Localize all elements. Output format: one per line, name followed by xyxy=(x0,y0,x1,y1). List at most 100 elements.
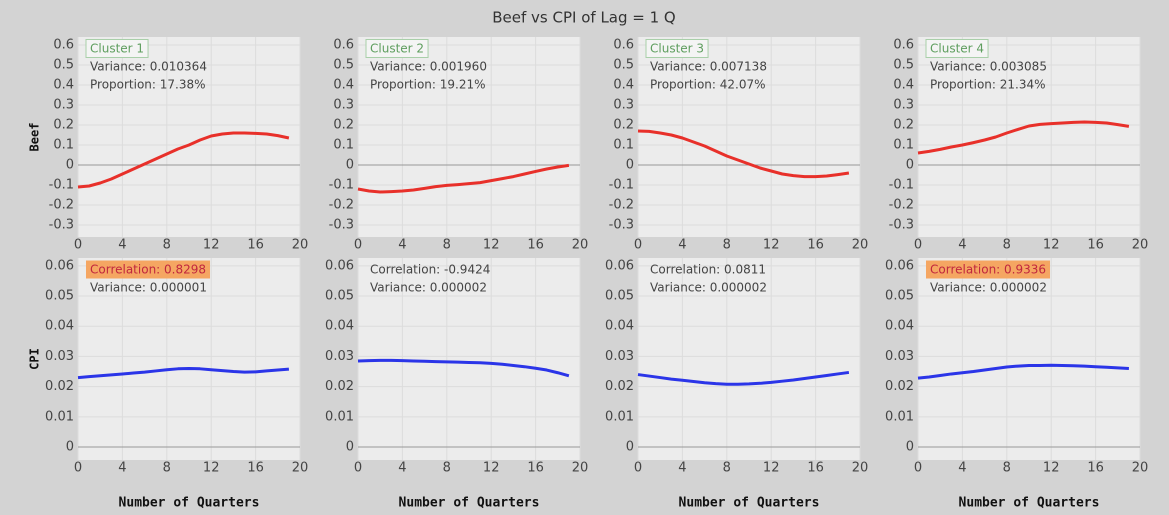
y-tick-label: 0.02 xyxy=(605,379,634,394)
plot-area xyxy=(638,258,860,460)
x-tick-label: 0 xyxy=(914,238,922,253)
x-tick-label: 4 xyxy=(958,238,966,253)
y-tick-label: 0.6 xyxy=(893,38,914,53)
cluster-label-box xyxy=(85,39,149,58)
cluster-label-box xyxy=(365,39,429,58)
y-tick-label: 0.6 xyxy=(53,38,74,53)
y-tick-label: 0.3 xyxy=(893,98,914,113)
plot-area xyxy=(918,258,1140,460)
annotation: Proportion: 17.38% xyxy=(90,78,206,92)
x-tick-label: 8 xyxy=(1003,238,1011,253)
y-tick-label: -0.3 xyxy=(889,218,914,233)
y-tick-label: 0.3 xyxy=(613,98,634,113)
y-tick-label: 0.06 xyxy=(45,258,74,273)
y-tick-label: 0.03 xyxy=(45,349,74,364)
y-tick-label: 0.02 xyxy=(325,379,354,394)
annotation: Cluster 2 xyxy=(370,42,424,56)
highlight-box xyxy=(86,260,211,279)
y-tick-label: -0.2 xyxy=(49,198,74,213)
x-tick-label: 12 xyxy=(763,461,780,476)
y-tick-label: 0.02 xyxy=(885,379,914,394)
y-tick-label: 0 xyxy=(346,158,354,173)
y-tick-label: 0.02 xyxy=(45,379,74,394)
y-axis-label: CPI xyxy=(28,348,42,370)
x-tick-label: 20 xyxy=(572,238,589,253)
x-tick-label: 8 xyxy=(1003,461,1011,476)
x-tick-label: 16 xyxy=(807,238,824,253)
y-tick-label: 0.04 xyxy=(325,319,354,334)
y-tick-label: 0.06 xyxy=(885,258,914,273)
x-tick-label: 16 xyxy=(527,461,544,476)
y-tick-label: 0 xyxy=(906,158,914,173)
y-tick-label: 0.01 xyxy=(605,409,634,424)
y-tick-label: 0.04 xyxy=(605,319,634,334)
x-axis-label: Number of Quarters xyxy=(399,496,540,511)
y-tick-label: -0.2 xyxy=(609,198,634,213)
x-tick-label: 8 xyxy=(443,461,451,476)
x-tick-label: 0 xyxy=(634,238,642,253)
y-tick-label: 0.1 xyxy=(893,138,914,153)
annotation: Variance: 0.003085 xyxy=(930,60,1047,74)
x-tick-label: 16 xyxy=(1087,238,1104,253)
y-tick-label: -0.3 xyxy=(329,218,354,233)
annotation: Cluster 4 xyxy=(930,42,984,56)
annotation: Variance: 0.000001 xyxy=(90,281,207,295)
highlight-box xyxy=(926,260,1051,279)
y-tick-label: -0.1 xyxy=(889,178,914,193)
y-tick-label: 0.01 xyxy=(885,409,914,424)
y-tick-label: 0.3 xyxy=(333,98,354,113)
y-tick-label: -0.1 xyxy=(609,178,634,193)
y-tick-label: 0.5 xyxy=(333,58,354,73)
x-tick-label: 8 xyxy=(723,461,731,476)
x-axis-label: Number of Quarters xyxy=(119,496,260,511)
y-tick-label: 0.2 xyxy=(53,118,74,133)
x-tick-label: 0 xyxy=(914,461,922,476)
y-tick-label: 0.06 xyxy=(325,258,354,273)
annotation: Correlation: 0.8298 xyxy=(90,263,206,277)
x-tick-label: 20 xyxy=(1132,238,1149,253)
annotation: Correlation: 0.9336 xyxy=(930,263,1046,277)
y-tick-label: 0.04 xyxy=(885,319,914,334)
x-tick-label: 16 xyxy=(527,238,544,253)
x-tick-label: 12 xyxy=(483,238,500,253)
annotation: Correlation: 0.0811 xyxy=(650,263,766,277)
x-tick-label: 12 xyxy=(763,238,780,253)
y-tick-label: 0.2 xyxy=(893,118,914,133)
y-tick-label: 0.4 xyxy=(613,78,634,93)
x-tick-label: 4 xyxy=(398,238,406,253)
series-line xyxy=(77,131,290,189)
x-tick-label: 20 xyxy=(292,461,309,476)
annotation: Variance: 0.010364 xyxy=(90,60,207,74)
y-tick-label: 0.05 xyxy=(325,289,354,304)
y-tick-label: 0.4 xyxy=(333,78,354,93)
y-tick-label: 0.01 xyxy=(45,409,74,424)
x-tick-label: 16 xyxy=(1087,461,1104,476)
x-tick-label: 0 xyxy=(354,238,362,253)
y-tick-label: -0.3 xyxy=(609,218,634,233)
y-tick-label: 0 xyxy=(66,440,74,455)
figure-title: Beef vs CPI of Lag = 1 Q xyxy=(492,9,676,27)
y-tick-label: 0.05 xyxy=(885,289,914,304)
x-tick-label: 4 xyxy=(678,238,686,253)
series-line xyxy=(637,129,850,179)
x-tick-label: 4 xyxy=(958,461,966,476)
y-tick-label: 0.5 xyxy=(53,58,74,73)
annotation: Cluster 1 xyxy=(90,42,144,56)
x-tick-label: 12 xyxy=(1043,238,1060,253)
y-tick-label: 0.03 xyxy=(325,349,354,364)
x-tick-label: 8 xyxy=(163,238,171,253)
x-tick-label: 8 xyxy=(723,238,731,253)
annotation: Correlation: -0.9424 xyxy=(370,263,490,277)
x-tick-label: 16 xyxy=(247,461,264,476)
x-tick-label: 16 xyxy=(247,238,264,253)
series-line xyxy=(77,367,290,380)
y-tick-label: 0.1 xyxy=(333,138,354,153)
y-tick-label: 0 xyxy=(346,440,354,455)
annotation: Proportion: 21.34% xyxy=(930,78,1046,92)
y-tick-label: 0.03 xyxy=(605,349,634,364)
y-tick-label: 0.6 xyxy=(333,38,354,53)
plot-area xyxy=(358,37,580,237)
annotation: Variance: 0.007138 xyxy=(650,60,767,74)
annotation: Cluster 3 xyxy=(650,42,704,56)
